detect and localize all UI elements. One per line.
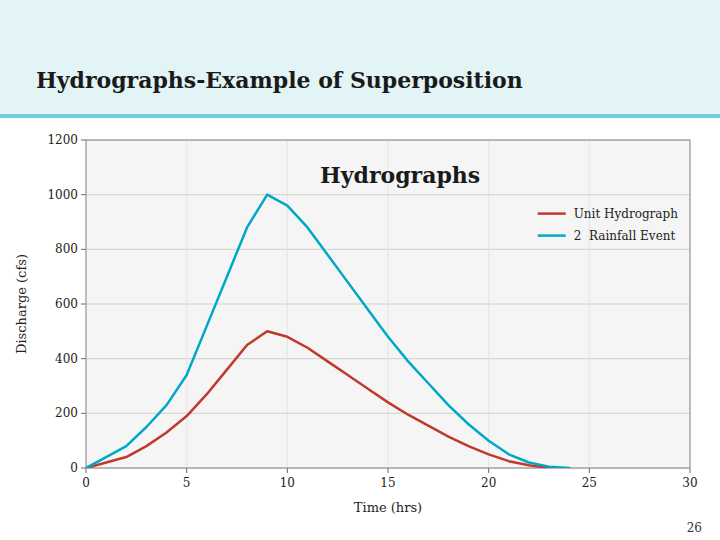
axes: 0 200 400 600 800 1000 1200 0 5 10 15 20 25 30 xyxy=(47,133,697,490)
y-tick xyxy=(81,194,86,195)
header-band xyxy=(0,0,720,118)
x-tick xyxy=(287,468,288,473)
x-tick-label: 20 xyxy=(481,476,496,490)
y-tick-label: 800 xyxy=(55,242,78,256)
y-tick-label: 1200 xyxy=(47,133,78,147)
y-tick-label: 600 xyxy=(55,297,78,311)
x-tick-label: 25 xyxy=(582,476,597,490)
y-tick-label: 0 xyxy=(70,461,78,475)
legend-swatch xyxy=(538,212,566,215)
y-axis-label: Discharge (cfs) xyxy=(14,254,29,354)
y-tick xyxy=(81,140,86,141)
chart: Hydrographs-Example of Superposition0200… xyxy=(0,0,720,540)
y-tick xyxy=(81,358,86,359)
x-axis-label: Time (hrs) xyxy=(354,500,422,515)
y-tick-label: 1000 xyxy=(47,188,78,202)
x-tick-label: 30 xyxy=(682,476,697,490)
x-grid-line xyxy=(186,140,187,468)
legend: Unit Hydrograph 2 Rainfall Event xyxy=(538,207,678,243)
x-tick-label: 15 xyxy=(380,476,395,490)
y-tick xyxy=(81,249,86,250)
x-tick xyxy=(388,468,389,473)
x-tick xyxy=(589,468,590,473)
y-tick xyxy=(81,304,86,305)
x-tick-label: 5 xyxy=(183,476,191,490)
slide-title: Hydrographs-Example of Superposition xyxy=(36,67,523,93)
page-number: 26 xyxy=(687,521,702,535)
legend-item: Unit Hydrograph xyxy=(538,207,678,221)
y-tick-label: 400 xyxy=(55,352,78,366)
x-tick xyxy=(488,468,489,473)
y-tick-label: 200 xyxy=(55,406,78,420)
plot-frame xyxy=(86,140,690,468)
y-tick xyxy=(81,413,86,414)
legend-label: 2 Rainfall Event xyxy=(574,229,676,243)
x-grid-line xyxy=(287,140,288,468)
header-rule xyxy=(0,114,720,118)
x-tick xyxy=(690,468,691,473)
legend-swatch xyxy=(538,234,566,237)
plot-background xyxy=(86,140,690,468)
legend-label: Unit Hydrograph xyxy=(574,207,678,221)
y-tick xyxy=(81,468,86,469)
series-line xyxy=(86,331,549,468)
legend-item: 2 Rainfall Event xyxy=(538,229,676,243)
x-grid-line xyxy=(388,140,389,468)
x-grid-line xyxy=(589,140,590,468)
lines xyxy=(86,195,569,468)
x-tick-label: 10 xyxy=(280,476,295,490)
x-tick xyxy=(186,468,187,473)
x-tick xyxy=(86,468,87,473)
x-tick-label: 0 xyxy=(82,476,90,490)
grid xyxy=(86,140,690,468)
x-grid-line xyxy=(488,140,489,468)
chart-title: Hydrographs xyxy=(320,162,480,188)
series-line xyxy=(86,195,569,468)
